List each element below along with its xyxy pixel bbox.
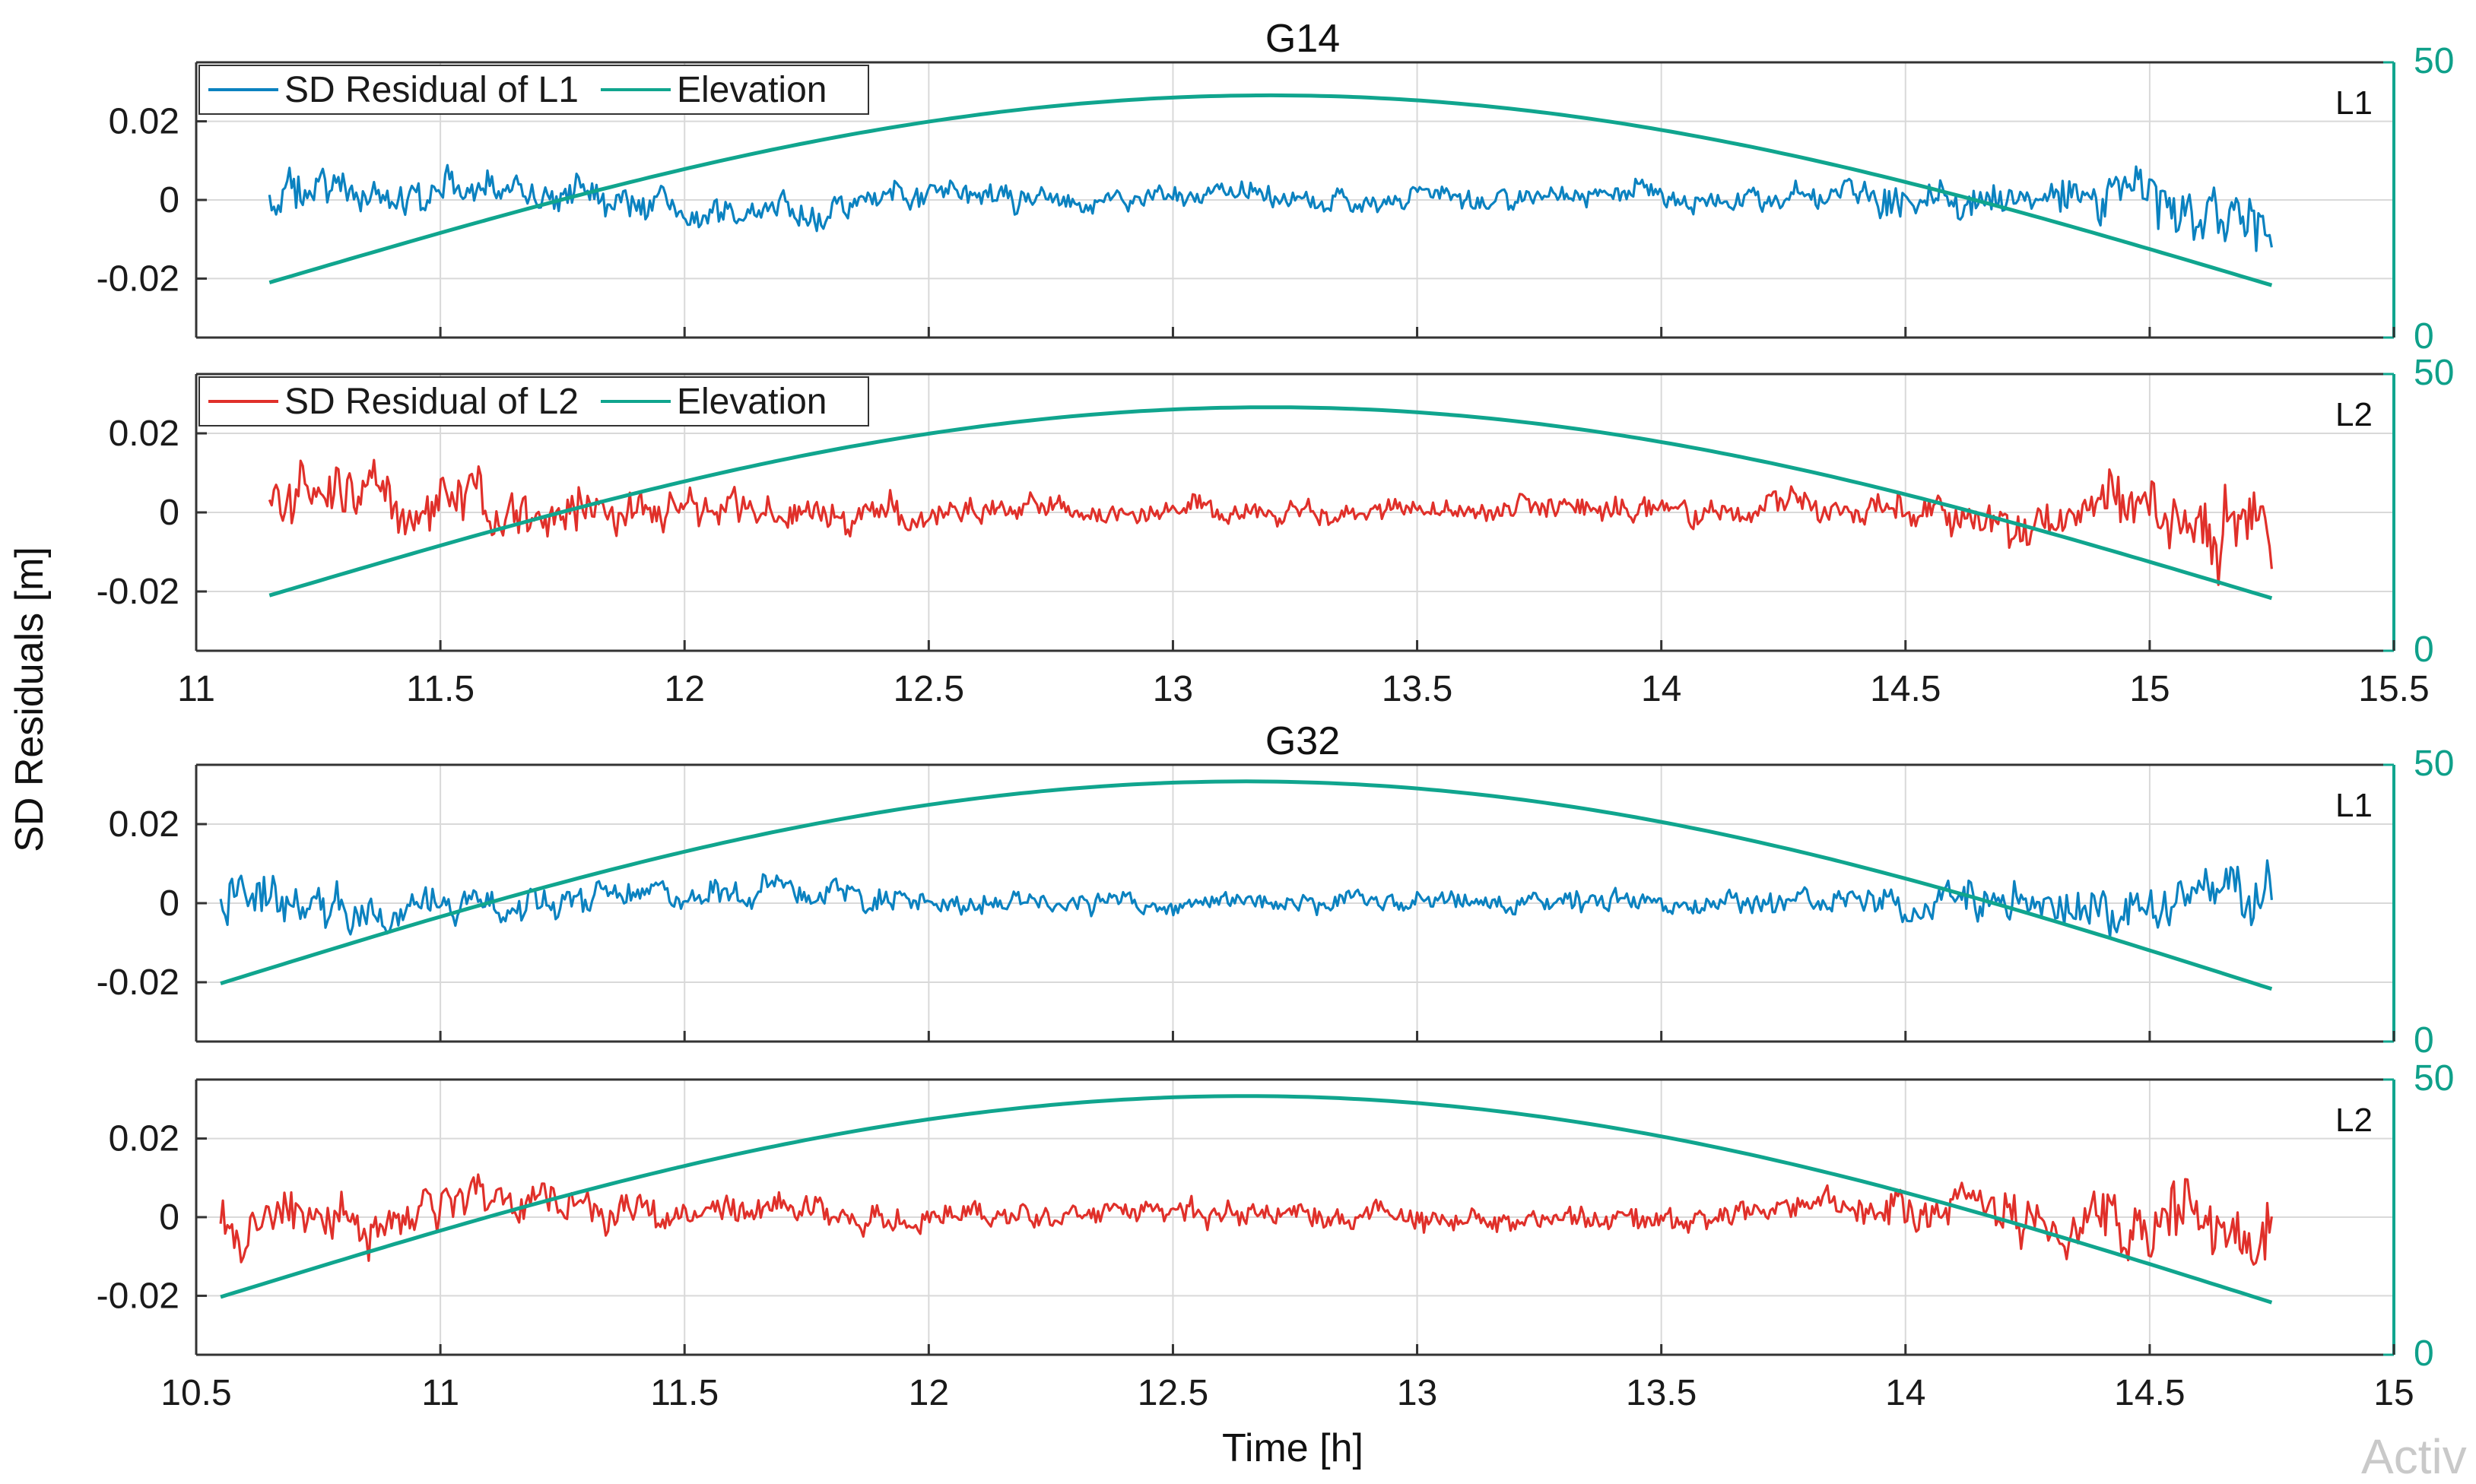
- elevation-series-line: [220, 1094, 2273, 1305]
- legend-label-elevation: Elevation: [677, 382, 827, 422]
- y2-tick-label: 0: [2414, 1020, 2434, 1061]
- chart-panel-g32-l2: 0.02 0 -0.02 50 0 10.5 11 11.5 12 12.5 13 13.5 14 14.…: [97, 1058, 2455, 1413]
- y-tick-label: -0.02: [97, 258, 179, 299]
- legend-label-elevation: Elevation: [677, 70, 827, 110]
- y2-tick-label: 0: [2414, 316, 2434, 357]
- x-tick-label: 15: [2373, 1373, 2414, 1413]
- y-tick-label: 0: [159, 493, 179, 533]
- x-axis-label: Time [h]: [1222, 1426, 1363, 1470]
- residual-series-line: [219, 859, 2273, 939]
- y2-tick-label: 50: [2414, 1058, 2454, 1099]
- x-tick-label: 13: [1397, 1373, 1437, 1413]
- y-tick-label: 0: [159, 883, 179, 924]
- chart-panel-g14-l1: 0.02 0 -0.02 50 0 G14 L1 SD Residual of L1 Eleva…: [97, 17, 2455, 357]
- chart-panel-g32-l1: 0.02 0 -0.02 50 0 G32 L1: [97, 719, 2455, 1061]
- legend-box: [198, 65, 869, 115]
- residual-series-line: [268, 163, 2273, 252]
- x-tick-label: 13: [1153, 669, 1193, 709]
- panel-signal-label: L1: [2335, 787, 2373, 824]
- y2-tick-label: 50: [2414, 353, 2454, 393]
- elevation-series-line: [220, 779, 2273, 991]
- x-tick-label: 14: [1641, 669, 1681, 709]
- x-tick-label: 14.5: [1870, 669, 1941, 709]
- x-tick-label: 11.5: [406, 669, 475, 709]
- x-tick-label: 11: [421, 1373, 459, 1413]
- x-tick-label: 12.5: [1138, 1373, 1208, 1413]
- y-tick-label: 0: [159, 180, 179, 220]
- x-tick-label: 14: [1885, 1373, 1925, 1413]
- panel-signal-label: L2: [2335, 396, 2373, 433]
- residual-series-line: [268, 458, 2273, 586]
- elevation-series-line: [268, 93, 2273, 287]
- x-tick-label: 14.5: [2114, 1373, 2185, 1413]
- x-tick-label: 12: [665, 669, 705, 709]
- y-tick-label: -0.02: [97, 1276, 179, 1316]
- y2-tick-label: 50: [2414, 744, 2454, 784]
- y-tick-label: -0.02: [97, 962, 179, 1003]
- x-tick-label: 10.5: [160, 1373, 231, 1413]
- y-tick-label: 0.02: [109, 804, 179, 845]
- legend-label-residual: SD Residual of L2: [284, 382, 579, 422]
- y-tick-label: -0.02: [97, 572, 179, 612]
- legend-box: [198, 376, 869, 426]
- legend-label-residual: SD Residual of L1: [284, 70, 579, 110]
- y2-tick-label: 50: [2414, 41, 2454, 81]
- y-tick-label: 0: [159, 1197, 179, 1238]
- y-tick-label: 0.02: [109, 414, 179, 454]
- x-tick-label: 13.5: [1626, 1373, 1697, 1413]
- chart-panel-g14-l2: 0.02 0 -0.02 50 0 11 11.5 12 12.5 13 13.5 14 14.5 15 1…: [97, 353, 2455, 709]
- x-tick-label: 15: [2129, 669, 2170, 709]
- x-tick-label: 13.5: [1382, 669, 1452, 709]
- x-tick-label: 12: [909, 1373, 949, 1413]
- panel-title: G14: [1265, 17, 1340, 61]
- residual-series-line: [219, 1173, 2273, 1266]
- y-tick-label: 0.02: [109, 102, 179, 142]
- panel-signal-label: L2: [2335, 1102, 2373, 1139]
- x-tick-label: 11: [177, 669, 215, 709]
- panel-title: G32: [1265, 719, 1340, 763]
- x-tick-label: 15.5: [2358, 669, 2429, 709]
- x-tick-label: 11.5: [650, 1373, 719, 1413]
- y-axis-label: SD Residuals [m]: [8, 547, 52, 852]
- y2-tick-label: 0: [2414, 1333, 2434, 1374]
- watermark-text: Activ: [2361, 1429, 2467, 1484]
- elevation-series-line: [268, 405, 2273, 601]
- y2-tick-label: 0: [2414, 629, 2434, 670]
- y-tick-label: 0.02: [109, 1119, 179, 1159]
- panel-signal-label: L1: [2335, 84, 2373, 122]
- x-tick-label: 12.5: [894, 669, 964, 709]
